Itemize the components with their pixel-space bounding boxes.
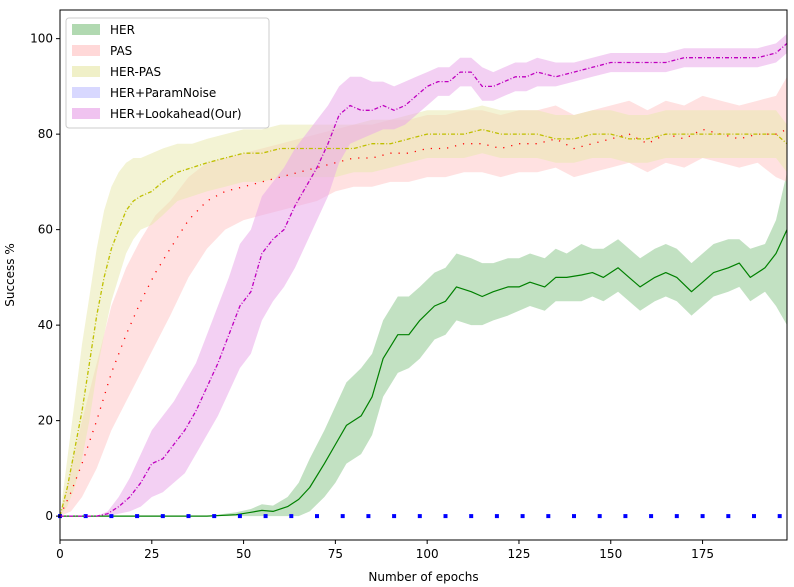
legend-label-pas: PAS [110,44,132,58]
x-tick-label: 0 [56,547,64,561]
point-her-paramnoise [366,514,371,519]
point-her-paramnoise [674,514,679,519]
band-her [60,172,787,517]
point-her-paramnoise [572,514,576,519]
y-axis-label: Success % [3,243,17,307]
y-tick-label: 20 [38,414,53,428]
point-her-paramnoise [752,514,756,519]
legend-label-her: HER [110,23,135,37]
point-her-paramnoise [212,514,217,519]
point-her-paramnoise [777,514,782,519]
point-her-paramnoise [83,514,88,519]
x-tick-label: 150 [599,547,622,561]
line-her-lookahead-our [60,42,788,517]
series-lines [58,42,788,519]
y-axis-ticks: 0 20 40 60 80 100 [30,32,60,523]
point-her-paramnoise [546,514,551,519]
point-her-paramnoise [520,514,525,519]
band-pas [60,76,787,517]
legend-box [65,17,270,129]
point-her-paramnoise [289,514,294,519]
axes [59,9,788,541]
y-tick-label: 100 [30,32,53,46]
legend-swatch-pas [72,45,100,56]
point-her-paramnoise [494,514,499,519]
y-tick-label: 60 [38,223,53,237]
legend-label-her-lookahead-our: HER+Lookahead(Our) [110,107,242,121]
x-tick-label: 175 [691,547,714,561]
x-tick-label: 100 [416,547,439,561]
point-her-paramnoise [237,514,242,519]
y-tick-label: 80 [38,127,53,141]
point-her-paramnoise [392,514,397,519]
confidence-bands [60,33,787,517]
legend: HER PAS HER-PAS HER+ParamNoise HER+Lookahead… [65,17,270,129]
point-her-paramnoise [417,514,422,519]
x-tick-label: 25 [144,547,159,561]
x-axis-ticks: 0 25 50 75 100 125 150 175 [56,540,714,561]
line-her-pas [59,128,788,517]
legend-swatch-her-pas [72,66,100,77]
legend-label-her-pas: HER-PAS [110,65,161,79]
plot-frame [59,9,788,541]
line-her [60,229,788,517]
legend-swatch-her-lookahead-our [72,108,100,119]
point-her-paramnoise [340,514,345,519]
y-tick-label: 40 [38,318,53,332]
point-her-paramnoise [700,514,705,519]
legend-swatch-her-paramnoise [72,87,100,98]
legend-swatch-her [72,24,100,35]
point-her-paramnoise [135,514,140,519]
x-tick-label: 125 [508,547,531,561]
point-her-paramnoise [263,514,268,519]
point-her-paramnoise [443,514,448,519]
point-her-paramnoise [186,514,191,519]
point-her-paramnoise [597,514,602,519]
y-tick-label: 0 [45,509,53,523]
x-tick-label: 75 [328,547,343,561]
point-her-paramnoise [623,514,628,519]
point-her-paramnoise [160,514,165,519]
point-her-paramnoise [315,514,319,519]
legend-label-her-paramnoise: HER+ParamNoise [110,86,216,100]
x-axis-label: Number of epochs [368,570,478,584]
point-her-paramnoise [469,514,474,519]
x-tick-label: 50 [236,547,251,561]
band-her-pas [60,105,787,517]
point-her-paramnoise [649,514,654,519]
point-her-paramnoise [109,514,114,519]
point-her-paramnoise [726,514,731,519]
